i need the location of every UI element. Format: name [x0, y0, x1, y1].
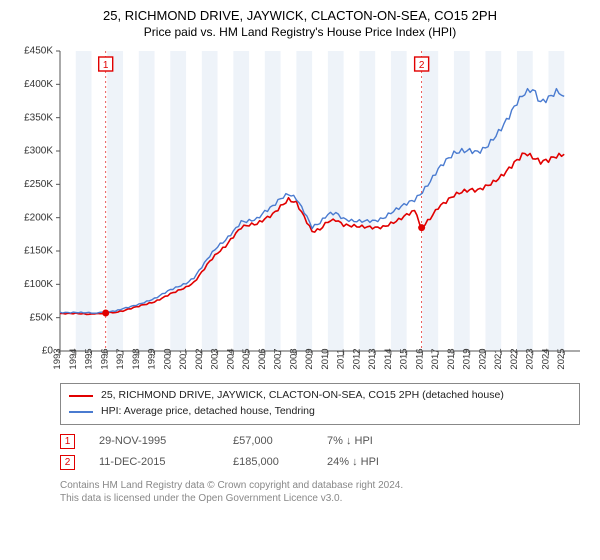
svg-text:2000: 2000: [162, 348, 173, 369]
svg-text:2010: 2010: [320, 348, 331, 369]
chart-container: 25, RICHMOND DRIVE, JAYWICK, CLACTON-ON-…: [0, 0, 600, 560]
chart-area: £0£50K£100K£150K£200K£250K£300K£350K£400…: [10, 45, 590, 375]
svg-text:2001: 2001: [178, 348, 189, 369]
svg-text:2023: 2023: [525, 348, 536, 369]
svg-text:2025: 2025: [556, 348, 567, 369]
legend-item: HPI: Average price, detached house, Tend…: [69, 404, 571, 420]
svg-text:2008: 2008: [288, 348, 299, 369]
svg-text:2016: 2016: [414, 348, 425, 369]
svg-text:£250K: £250K: [24, 179, 53, 190]
svg-text:2007: 2007: [273, 348, 284, 369]
svg-text:2011: 2011: [336, 349, 347, 369]
sale-date: 11-DEC-2015: [99, 456, 209, 468]
svg-text:2021: 2021: [493, 348, 504, 369]
svg-text:£300K: £300K: [24, 146, 53, 157]
svg-text:1996: 1996: [99, 348, 110, 369]
svg-text:2017: 2017: [430, 348, 441, 369]
svg-text:2009: 2009: [304, 348, 315, 369]
sale-badge: 1: [60, 434, 75, 449]
svg-text:2024: 2024: [540, 348, 551, 369]
svg-text:£400K: £400K: [24, 79, 53, 90]
legend-label: HPI: Average price, detached house, Tend…: [101, 404, 315, 420]
chart-subtitle: Price paid vs. HM Land Registry's House …: [10, 25, 590, 39]
legend-box: 25, RICHMOND DRIVE, JAYWICK, CLACTON-ON-…: [60, 383, 580, 425]
svg-text:2002: 2002: [194, 348, 205, 369]
svg-text:2006: 2006: [257, 348, 268, 369]
svg-text:2014: 2014: [383, 348, 394, 369]
svg-text:2020: 2020: [477, 348, 488, 369]
sale-marker-list: 1 29-NOV-1995 £57,000 7% ↓ HPI 2 11-DEC-2015 £…: [60, 431, 590, 473]
svg-text:1993: 1993: [52, 348, 63, 369]
svg-text:2003: 2003: [210, 348, 221, 369]
svg-text:£350K: £350K: [24, 112, 53, 123]
attribution-line-2: This data is licensed under the Open Gov…: [60, 492, 590, 505]
svg-text:2: 2: [419, 60, 425, 71]
svg-text:2004: 2004: [225, 348, 236, 369]
svg-text:2018: 2018: [446, 348, 457, 369]
svg-text:1994: 1994: [68, 348, 79, 369]
attribution-text: Contains HM Land Registry data © Crown c…: [60, 479, 590, 505]
svg-text:£100K: £100K: [24, 279, 53, 290]
legend-swatch: [69, 395, 93, 397]
sale-price: £185,000: [233, 456, 303, 468]
svg-text:£450K: £450K: [24, 46, 53, 57]
line-chart-svg: £0£50K£100K£150K£200K£250K£300K£350K£400…: [10, 45, 590, 375]
svg-text:1997: 1997: [115, 348, 126, 369]
svg-text:£200K: £200K: [24, 212, 53, 223]
svg-text:2022: 2022: [509, 348, 520, 369]
svg-text:2013: 2013: [367, 348, 378, 369]
svg-text:1998: 1998: [131, 348, 142, 369]
sale-price: £57,000: [233, 435, 303, 447]
svg-text:£150K: £150K: [24, 246, 53, 257]
svg-text:1995: 1995: [84, 348, 95, 369]
legend-label: 25, RICHMOND DRIVE, JAYWICK, CLACTON-ON-…: [101, 388, 504, 404]
attribution-line-1: Contains HM Land Registry data © Crown c…: [60, 479, 590, 492]
sale-date: 29-NOV-1995: [99, 435, 209, 447]
sale-pct: 7% ↓ HPI: [327, 435, 427, 447]
sale-row: 1 29-NOV-1995 £57,000 7% ↓ HPI: [60, 431, 590, 452]
svg-text:£50K: £50K: [30, 312, 54, 323]
sale-row: 2 11-DEC-2015 £185,000 24% ↓ HPI: [60, 452, 590, 473]
sale-pct: 24% ↓ HPI: [327, 456, 427, 468]
svg-text:1999: 1999: [147, 348, 158, 369]
sale-badge: 2: [60, 455, 75, 470]
legend-item: 25, RICHMOND DRIVE, JAYWICK, CLACTON-ON-…: [69, 388, 571, 404]
chart-title: 25, RICHMOND DRIVE, JAYWICK, CLACTON-ON-…: [10, 8, 590, 23]
svg-text:2012: 2012: [351, 348, 362, 369]
svg-text:2005: 2005: [241, 348, 252, 369]
svg-text:2015: 2015: [399, 348, 410, 369]
legend-swatch: [69, 411, 93, 413]
svg-text:2019: 2019: [462, 348, 473, 369]
svg-text:1: 1: [103, 60, 109, 71]
